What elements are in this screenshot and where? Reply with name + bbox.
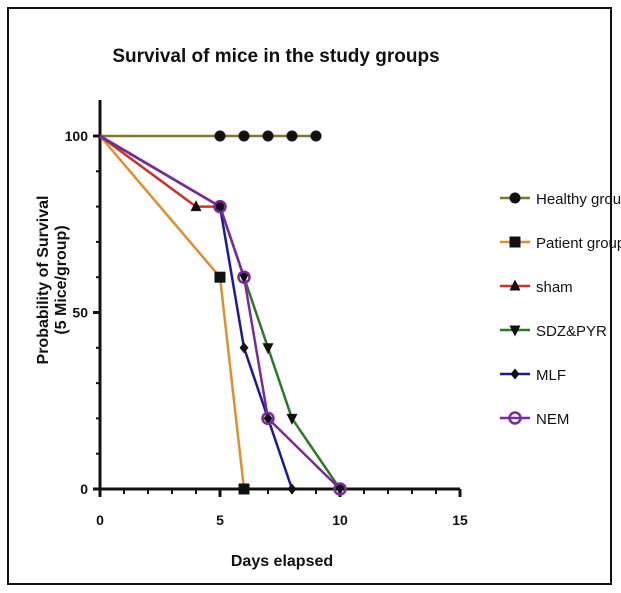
- x-tick-label: 15: [452, 512, 468, 528]
- legend-marker-nem: [508, 411, 522, 425]
- y-axis-label: Probability of Survival: [35, 196, 52, 365]
- chart-title: Survival of mice in the study groups: [112, 46, 439, 67]
- series-line-sdz-pyr: [99, 134, 342, 490]
- data-point-healthy-group: [238, 130, 250, 142]
- legend-label-healthy-group: Healthy group: [536, 191, 621, 208]
- data-point-healthy-group: [310, 130, 322, 142]
- data-point-mlf: [263, 412, 273, 424]
- legend-marker-sdz-pyr: [509, 325, 521, 337]
- series-markers: [190, 130, 347, 496]
- x-tick-label: 0: [96, 512, 104, 528]
- series-line-mlf: [99, 134, 294, 490]
- data-point-mlf: [215, 201, 225, 213]
- y-axis-sublabel: (5 Mice/group): [53, 225, 70, 334]
- data-point-mlf: [287, 483, 297, 495]
- legend-label-sdz-pyr: SDZ&PYR: [536, 323, 607, 340]
- data-point-nem: [333, 482, 347, 496]
- axes: 0 50 100 0 5 10 15: [65, 100, 468, 528]
- x-tick-label: 10: [332, 512, 348, 528]
- data-point-sham: [190, 200, 202, 212]
- data-point-nem: [261, 411, 275, 426]
- data-point-healthy-group: [286, 130, 298, 142]
- data-point-nem: [213, 199, 227, 214]
- legend-label-nem: NEM: [536, 411, 569, 428]
- legend-label-patient-group: Patient group: [536, 235, 621, 252]
- data-point-healthy-group: [214, 130, 226, 142]
- data-point-sdz-pyr: [334, 484, 346, 496]
- series-lines: [99, 134, 342, 490]
- y-tick-label: 0: [80, 481, 88, 497]
- legend-marker-healthy-group: [509, 192, 521, 204]
- data-point-sdz-pyr: [286, 413, 298, 425]
- y-tick-label: 100: [65, 128, 89, 144]
- data-point-healthy-group: [262, 130, 274, 142]
- data-point-nem: [237, 270, 251, 284]
- x-tick-label: 5: [216, 512, 224, 528]
- legend-label-sham: sham: [536, 279, 573, 296]
- legend-marker-sham: [509, 279, 521, 291]
- data-point-patient-group: [238, 483, 250, 495]
- data-point-sdz-pyr: [238, 272, 250, 284]
- data-point-mlf: [239, 342, 249, 354]
- x-axis-label: Days elapsed: [231, 553, 333, 570]
- y-tick-label: 50: [72, 305, 88, 321]
- legend-marker-patient-group: [509, 236, 521, 248]
- legend-label-mlf: MLF: [536, 367, 566, 384]
- data-point-patient-group: [214, 271, 226, 283]
- legend: Healthy group Patient group sham SDZ&PYR MLF…: [500, 191, 621, 428]
- legend-marker-mlf: [510, 368, 520, 380]
- data-point-sdz-pyr: [262, 343, 274, 355]
